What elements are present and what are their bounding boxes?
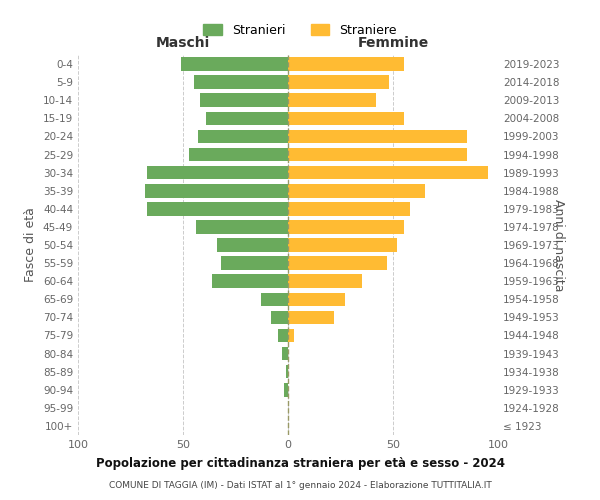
Bar [271, 310, 288, 324]
Bar [189, 148, 288, 162]
Bar [193, 76, 288, 89]
Bar [206, 112, 288, 125]
Bar [288, 94, 376, 107]
Bar [198, 130, 288, 143]
Bar [288, 274, 361, 288]
Y-axis label: Anni di nascita: Anni di nascita [552, 198, 565, 291]
Bar [277, 328, 288, 342]
Legend: Stranieri, Straniere: Stranieri, Straniere [198, 18, 402, 42]
Bar [288, 76, 389, 89]
Bar [288, 58, 404, 71]
Bar [288, 292, 345, 306]
Bar [212, 274, 288, 288]
Bar [196, 220, 288, 234]
Bar [288, 238, 397, 252]
Bar [260, 292, 288, 306]
Bar [282, 347, 288, 360]
Bar [217, 238, 288, 252]
Bar [288, 256, 387, 270]
Bar [288, 112, 404, 125]
Bar [181, 58, 288, 71]
Bar [288, 220, 404, 234]
Bar [221, 256, 288, 270]
Bar [288, 202, 410, 215]
Bar [147, 166, 288, 179]
Text: Popolazione per cittadinanza straniera per età e sesso - 2024: Popolazione per cittadinanza straniera p… [95, 458, 505, 470]
Bar [288, 130, 467, 143]
Text: Femmine: Femmine [358, 36, 428, 50]
Bar [288, 148, 467, 162]
Text: COMUNE DI TAGGIA (IM) - Dati ISTAT al 1° gennaio 2024 - Elaborazione TUTTITALIA.: COMUNE DI TAGGIA (IM) - Dati ISTAT al 1°… [109, 481, 491, 490]
Bar [284, 383, 288, 396]
Text: Maschi: Maschi [156, 36, 210, 50]
Bar [288, 166, 488, 179]
Bar [147, 202, 288, 215]
Bar [288, 328, 295, 342]
Bar [288, 184, 425, 198]
Bar [200, 94, 288, 107]
Bar [286, 365, 288, 378]
Bar [145, 184, 288, 198]
Bar [288, 310, 334, 324]
Y-axis label: Fasce di età: Fasce di età [25, 208, 37, 282]
